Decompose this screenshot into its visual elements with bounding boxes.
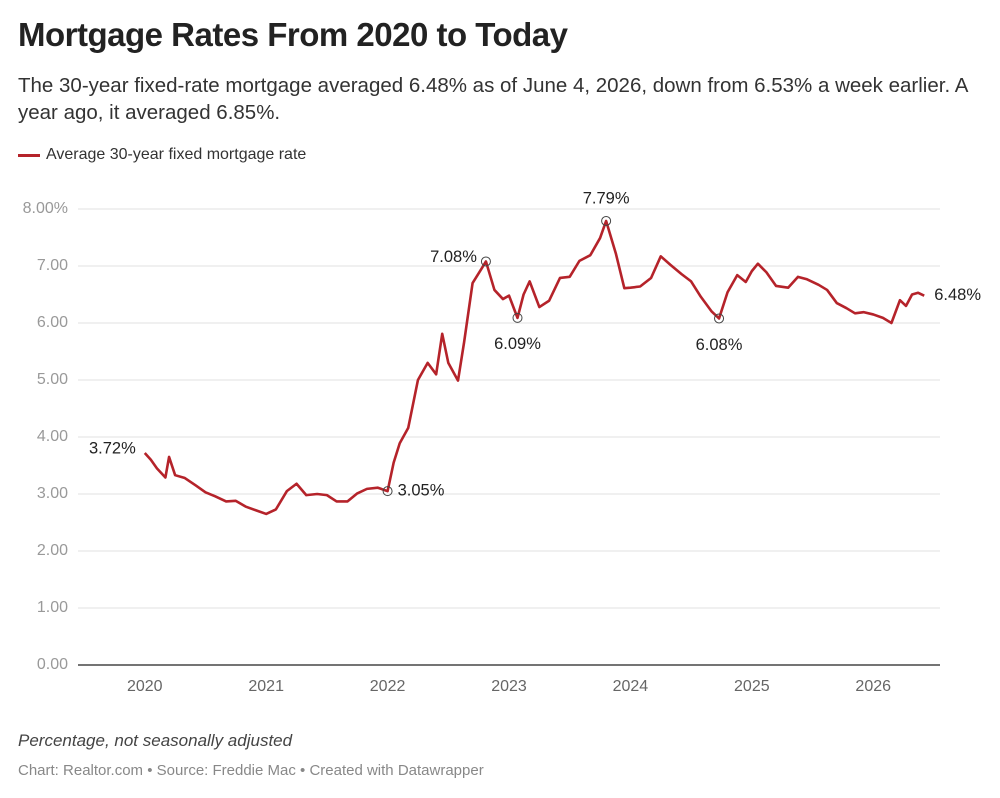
y-tick-label: 3.00 xyxy=(37,485,68,502)
y-tick-label: 8.00% xyxy=(23,200,68,217)
x-tick-label: 2026 xyxy=(855,678,891,695)
annotation-label: 6.08% xyxy=(696,336,743,354)
y-tick-label: 2.00 xyxy=(37,542,68,559)
y-tick-label: 6.00 xyxy=(37,314,68,331)
x-tick-label: 2022 xyxy=(370,678,406,695)
annotation-label: 3.72% xyxy=(89,439,136,457)
annotation-label: 3.05% xyxy=(398,482,445,500)
line-series xyxy=(143,219,925,516)
legend-swatch xyxy=(18,153,40,157)
y-tick-label: 0.00 xyxy=(37,656,68,673)
annotation-marker xyxy=(601,215,612,226)
y-tick-label: 7.00 xyxy=(37,257,68,274)
chart-note: Percentage, not seasonally adjusted xyxy=(18,731,293,750)
y-tick-label: 5.00 xyxy=(37,371,68,388)
annotation-label: 6.48% xyxy=(934,286,981,304)
chart-subtitle: The 30-year fixed-rate mortgage averaged… xyxy=(18,74,968,124)
chart-credit: Chart: Realtor.com • Source: Freddie Mac… xyxy=(18,762,484,779)
annotation-label: 7.08% xyxy=(430,248,477,266)
chart-title: Mortgage Rates From 2020 to Today xyxy=(18,16,568,53)
y-tick-label: 1.00 xyxy=(37,599,68,616)
x-tick-label: 2021 xyxy=(248,678,284,695)
legend-label: Average 30-year fixed mortgage rate xyxy=(46,146,307,163)
annotation-label: 6.09% xyxy=(494,335,541,353)
annotation-marker xyxy=(480,256,491,267)
y-tick-label: 4.00 xyxy=(37,428,68,445)
annotation-label: 7.79% xyxy=(583,189,630,207)
legend: Average 30-year fixed mortgage rate xyxy=(18,146,306,164)
x-tick-label: 2025 xyxy=(734,678,770,695)
annotation-marker xyxy=(382,486,393,497)
annotation-marker xyxy=(714,313,725,324)
x-tick-label: 2023 xyxy=(491,678,527,695)
x-tick-label: 2024 xyxy=(613,678,649,695)
x-tick-label: 2020 xyxy=(127,678,163,695)
annotation-marker xyxy=(512,312,523,323)
